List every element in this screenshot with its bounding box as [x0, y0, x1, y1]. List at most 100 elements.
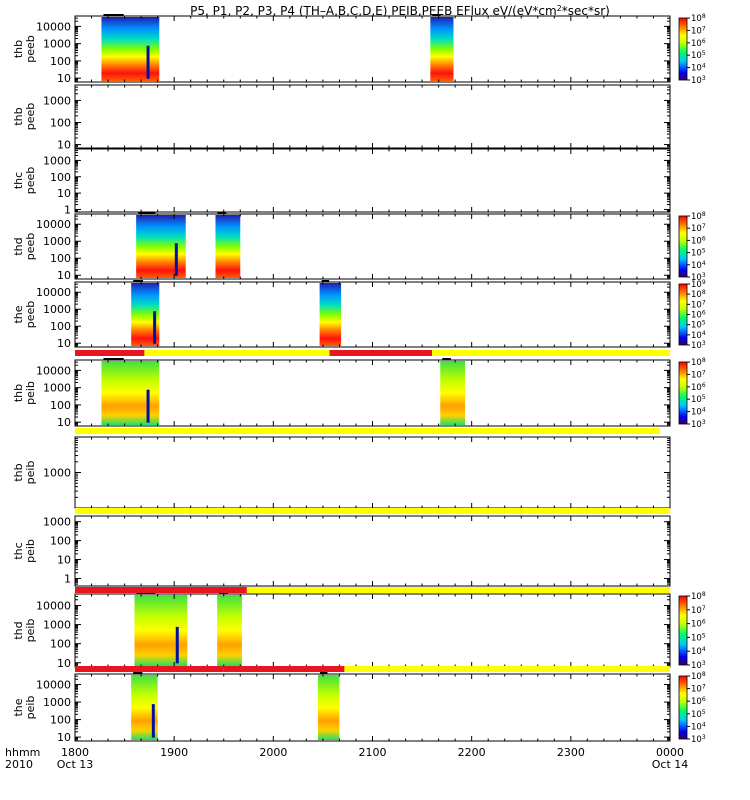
y-tick-label: 100: [50, 55, 71, 68]
y-tick-label: 10000: [36, 218, 71, 231]
y-tick-label: 1000: [43, 619, 71, 632]
mode-bar-3: [75, 508, 670, 514]
colorbar-scale: [678, 17, 688, 81]
y-label-probe: thc: [12, 542, 25, 559]
y-tick-label: 10000: [36, 599, 71, 612]
interval-marker: [103, 14, 124, 16]
mode-segment-red: [75, 666, 224, 672]
y-tick-label: 100: [50, 320, 71, 333]
colorbar-label: 104: [691, 406, 706, 418]
y-tick-label: 10: [57, 72, 71, 85]
colorbar-label: 105: [691, 50, 706, 62]
x-date-right: Oct 14: [652, 758, 689, 771]
y-tick-label: 10: [57, 337, 71, 350]
interval-marker: [217, 212, 227, 214]
x-tick-label: 1900: [160, 746, 188, 759]
colorbar-label: 103: [691, 272, 706, 284]
interval-marker: [442, 358, 451, 360]
x-tick-label: 2200: [458, 746, 486, 759]
data-block-thb-2141: [440, 361, 466, 425]
y-tick-label: 100: [50, 171, 71, 184]
y-tick-label: 10000: [36, 364, 71, 377]
colorbar-label: 107: [691, 25, 706, 37]
y-tick-label: 100: [50, 117, 71, 130]
panel-frame: [74, 359, 671, 427]
y-label-probe: thb: [12, 384, 25, 402]
panel-thc-peeb: 1 10 100 1000 thc peeb: [12, 148, 671, 216]
mode-segment-red: [223, 666, 345, 672]
y-tick-label: 100: [50, 399, 71, 412]
y-tick-label: 1: [64, 203, 71, 216]
data-block-thb-2135: [430, 17, 454, 81]
colorbar-label: 104: [691, 721, 706, 733]
mode-segment-yellow: [344, 666, 670, 672]
colorbar-label: 106: [691, 37, 706, 49]
interval-marker: [133, 672, 143, 674]
panel-thb-peeb: 10 100 1000 thb peeb: [12, 84, 671, 152]
y-label-probe: thb: [12, 463, 25, 481]
y-tick-label: 10: [57, 187, 71, 200]
y-tick-label: 10: [57, 139, 71, 152]
y-label-probe: thb: [12, 107, 25, 125]
colorbar-label: 106: [691, 381, 706, 393]
dip-streak: [175, 626, 179, 664]
colorbar-label: 108: [691, 671, 706, 683]
chart-title: P5, P1, P2, P3, P4 (TH–A,B,C,D,E) PEIB,P…: [190, 4, 610, 19]
y-tick-label: 1000: [43, 38, 71, 51]
mode-segment-yellow: [432, 350, 670, 356]
y-tick-label: 10: [57, 269, 71, 282]
mode-segment-yellow: [246, 587, 670, 593]
mode-segment-yellow: [144, 350, 330, 356]
colorbar-label: 103: [691, 660, 706, 672]
colorbar-label: 108: [691, 13, 706, 25]
y-tick-label: 1: [64, 572, 71, 585]
y-tick-label: 10: [57, 554, 71, 567]
y-tick-label: 10: [57, 657, 71, 670]
x-tick-label: 0000: [656, 746, 684, 759]
mode-segment-yellow: [75, 428, 661, 434]
y-label-instrument: peeb: [24, 301, 37, 329]
y-label-instrument: peeb: [24, 167, 37, 195]
dip-streak: [151, 704, 155, 738]
colorbar-scale: [678, 675, 688, 740]
mode-segment-red: [75, 350, 145, 356]
y-label-instrument: peeb: [24, 233, 37, 261]
y-label-instrument: peeb: [24, 103, 37, 131]
data-block-thb-1816: [101, 17, 160, 81]
panel-thc-peib: 1 10 100 1000 thc peib: [12, 515, 671, 587]
y-tick-label: 1000: [43, 235, 71, 248]
interval-marker: [321, 280, 330, 282]
colorbar-label: 106: [691, 696, 706, 708]
y-tick-label: 100: [50, 535, 71, 548]
data-block-thd-1836: [134, 595, 188, 666]
dip-streak: [153, 311, 157, 344]
dip-streak: [146, 45, 150, 79]
interval-marker: [133, 280, 144, 282]
x-row-label-year: 2010: [5, 758, 33, 771]
data-block-thd-1926: [217, 595, 242, 666]
colorbar-label: 104: [691, 62, 706, 74]
x-tick-label: 1800: [61, 746, 89, 759]
y-tick-label: 100: [50, 714, 71, 727]
y-label-instrument: peib: [24, 461, 37, 485]
title-superscript: 2: [557, 4, 562, 13]
y-label-probe: thd: [12, 237, 25, 255]
colorbar-label: 105: [691, 708, 706, 720]
x-tick-label: 2000: [259, 746, 287, 759]
data-block-thd-1925: [215, 215, 241, 278]
colorbar-label: 103: [691, 419, 706, 431]
colorbar-label: 103: [691, 75, 706, 87]
y-tick-label: 1000: [43, 303, 71, 316]
colorbar-scale: [678, 361, 688, 425]
panel-frame: [74, 84, 671, 149]
colorbar-label: 108: [691, 289, 706, 301]
